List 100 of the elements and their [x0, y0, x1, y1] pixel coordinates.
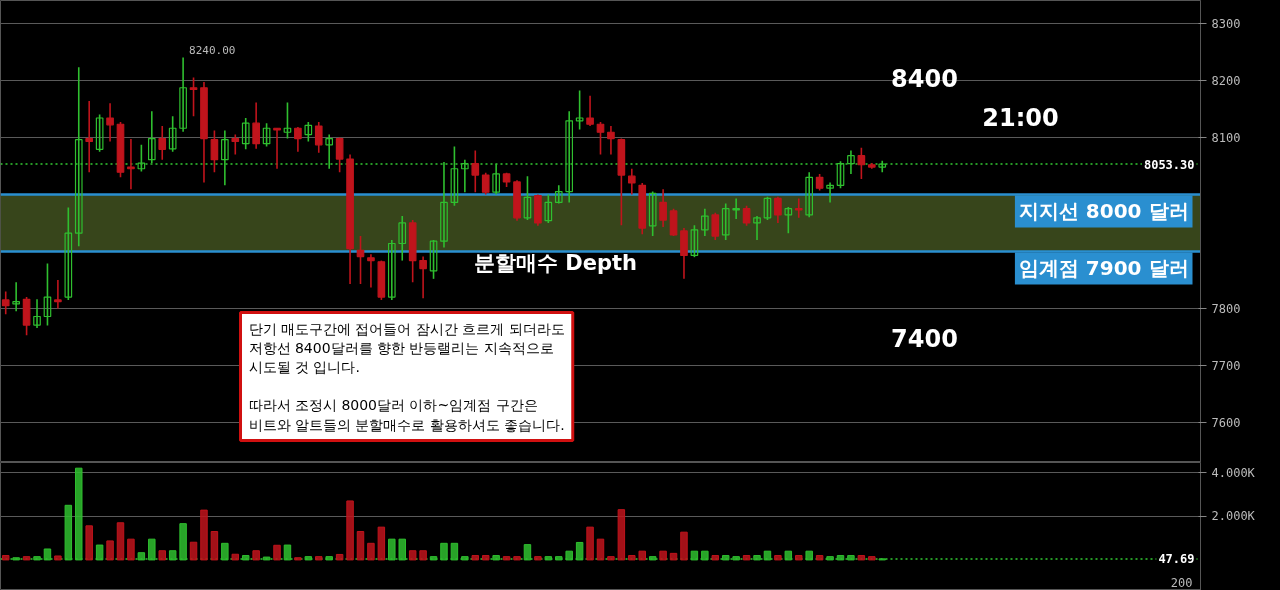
ref-line-label: 임계점 7900 달러	[1018, 256, 1189, 281]
bar	[95, 544, 104, 561]
bar	[408, 550, 417, 561]
candlestick	[836, 160, 845, 189]
annotation: 200	[1170, 575, 1193, 590]
candlestick	[1, 290, 10, 315]
bar	[283, 544, 292, 561]
candlestick	[314, 121, 323, 154]
candlestick	[701, 207, 709, 237]
ref-line-label: 지지선 8000 달러	[1018, 199, 1189, 224]
candlestick	[221, 129, 229, 187]
bar	[12, 557, 20, 561]
candlestick	[304, 121, 313, 143]
bar	[398, 538, 406, 561]
candlestick	[147, 110, 156, 164]
bar	[64, 504, 73, 561]
candlestick	[262, 122, 271, 148]
bar	[33, 556, 41, 561]
candlestick	[335, 136, 344, 173]
text: 단기 매도구간에 접어들어 잠시간 흐르게 되더라도 저항선 8400달러를 향한 반등랠리는 지속적으로 시도될 것 입니다. 따라서 조정시 8000달러 이하~임계점 구간은 비트와 알트들의 분할매수로 활용하셔도 좋습니다.	[248, 320, 565, 433]
bar	[732, 556, 740, 561]
candlestick	[659, 188, 667, 228]
candlestick	[419, 255, 427, 300]
bar	[54, 555, 62, 561]
candlestick	[805, 171, 814, 219]
ref-line-label: 8053.30	[1143, 157, 1195, 172]
candlestick	[481, 171, 490, 196]
bar	[868, 556, 876, 561]
candlestick	[64, 206, 73, 301]
candlestick	[554, 184, 563, 205]
bar	[471, 555, 480, 561]
bar	[262, 556, 271, 561]
bar	[857, 555, 866, 561]
candlestick	[294, 126, 302, 153]
candlestick	[367, 253, 375, 289]
bar	[575, 541, 584, 561]
bar	[148, 538, 156, 561]
bar	[628, 555, 636, 561]
bar	[555, 556, 563, 561]
bar	[377, 526, 386, 561]
candlestick	[387, 239, 396, 301]
candlestick	[158, 125, 167, 161]
candlestick	[106, 102, 114, 143]
candlestick	[210, 129, 219, 173]
bar	[450, 542, 459, 561]
y-tick-label: 4.000K	[1211, 465, 1256, 480]
bar	[75, 467, 83, 561]
bar	[168, 550, 177, 561]
ref-line-label: 47.69	[1158, 552, 1195, 567]
candlestick	[241, 117, 250, 151]
y-tick-label: 8300	[1211, 16, 1241, 31]
candlestick	[669, 207, 678, 237]
bar	[711, 555, 720, 561]
bar	[763, 550, 772, 561]
bar	[346, 500, 354, 561]
candlestick	[450, 145, 459, 207]
bar	[315, 556, 323, 561]
candlestick	[95, 113, 104, 153]
candlestick	[847, 149, 855, 175]
candlestick	[763, 195, 772, 221]
y-tick-label: 8100	[1211, 130, 1241, 145]
bar	[388, 538, 396, 561]
y-tick-label: 7600	[1211, 416, 1241, 431]
bar	[596, 538, 605, 561]
candlestick	[231, 133, 240, 156]
bar	[795, 555, 803, 561]
bar	[690, 550, 699, 561]
bar	[774, 555, 782, 561]
bar	[304, 556, 313, 561]
bar	[544, 556, 553, 561]
candlestick	[857, 146, 866, 180]
bar	[638, 550, 646, 561]
bar	[586, 526, 594, 561]
bar	[221, 542, 229, 561]
bar	[461, 556, 469, 561]
candlestick	[33, 298, 41, 329]
bar	[356, 531, 365, 561]
candlestick	[179, 56, 187, 133]
bar	[617, 509, 626, 561]
bar	[429, 556, 438, 561]
candlestick	[325, 133, 334, 170]
bar	[836, 555, 845, 561]
candlestick	[774, 195, 782, 224]
candlestick	[252, 101, 260, 150]
bar	[22, 556, 31, 561]
bar	[210, 531, 219, 561]
bar	[273, 544, 281, 561]
candlestick	[586, 94, 594, 127]
bar	[669, 552, 678, 561]
bar	[252, 550, 260, 561]
bar	[534, 556, 542, 561]
candlestick	[575, 89, 584, 131]
bar	[565, 550, 573, 561]
bar	[158, 550, 166, 561]
candlestick	[54, 279, 62, 310]
bar	[815, 555, 824, 561]
bar	[241, 555, 250, 561]
bar	[137, 552, 146, 561]
candlestick	[189, 76, 198, 118]
candlestick	[711, 211, 720, 241]
